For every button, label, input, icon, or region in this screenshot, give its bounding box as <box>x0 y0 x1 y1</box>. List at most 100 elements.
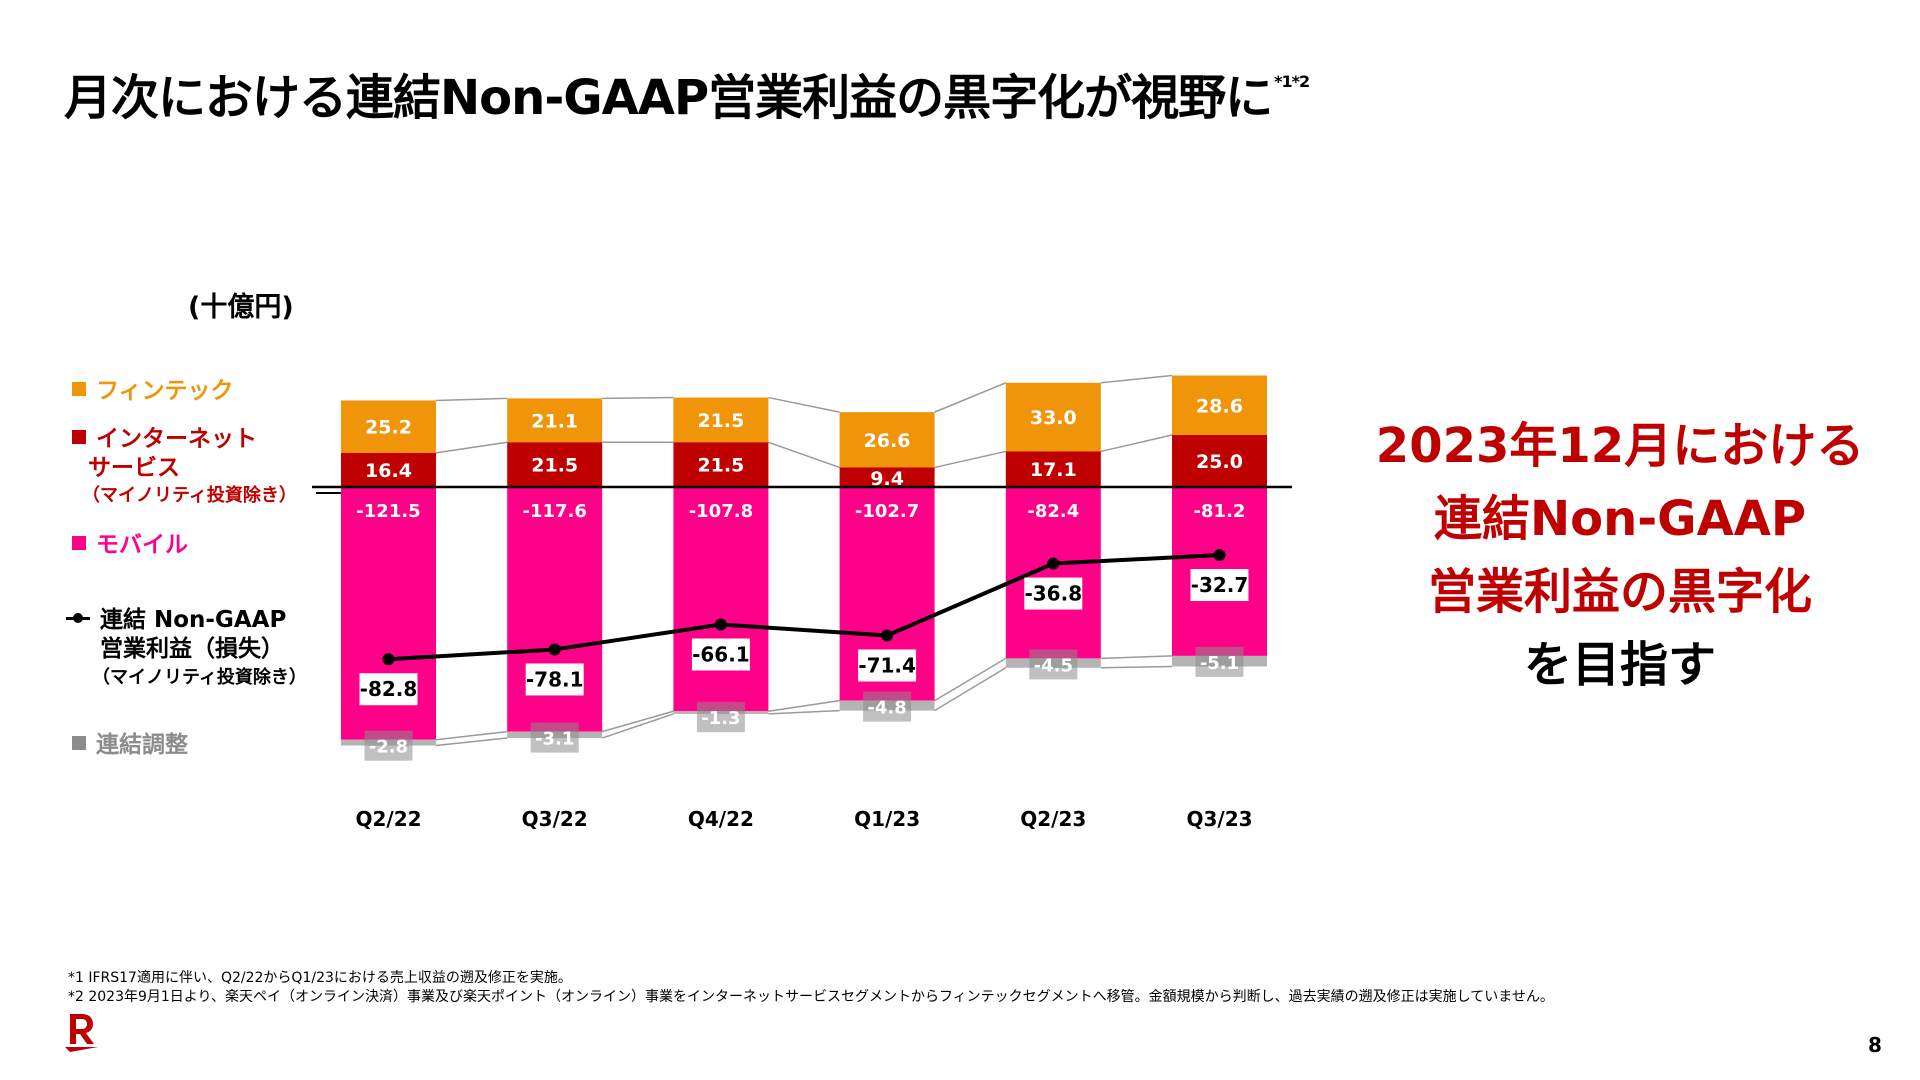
data-label-fintech: 28.6 <box>1196 395 1243 417</box>
legend-square-icon <box>72 430 86 444</box>
connector-fintech-top <box>934 382 1007 413</box>
data-label-adjustment: -3.1 <box>535 729 574 750</box>
bar-internet <box>839 467 935 487</box>
line-marker <box>1047 557 1060 570</box>
bar-internet <box>341 452 436 487</box>
data-label-internet: 25.0 <box>1196 451 1243 473</box>
footnote-1: *1 IFRS17適用に伴い、Q2/22からQ1/23における売上収益の遡及修正… <box>68 970 572 986</box>
data-label-adjustment-box <box>1195 646 1244 677</box>
legend-mobile: モバイル <box>72 531 188 560</box>
footnote-2: *2 2023年9月1日より、楽天ペイ（オンライン決済）事業及び楽天ポイント（オ… <box>68 989 1554 1005</box>
bar-internet <box>673 442 769 487</box>
line-marker <box>382 653 395 666</box>
legend-fintech: フィンテック <box>72 377 234 406</box>
legend-adjustment: 連結調整 <box>72 731 188 760</box>
connector-mobile-bottom <box>768 699 840 712</box>
legend-line-label-1: 連結 Non-GAAP <box>100 607 287 633</box>
unit-label: (十億円) <box>188 292 294 323</box>
connector-adjustment-bottom <box>435 737 508 747</box>
connector-mobile-bottom <box>934 657 1007 702</box>
line-non-gaap-operating-income <box>388 553 1220 662</box>
bar-fintech <box>1172 375 1267 435</box>
legend-square-icon <box>72 382 86 396</box>
title-footnote-marks: *1*2 <box>1274 72 1310 91</box>
data-label-adjustment: -4.5 <box>1034 655 1073 676</box>
bar-internet <box>507 442 603 487</box>
x-tick-label: Q3/23 <box>1186 807 1252 831</box>
data-label-adjustment-box <box>530 722 579 753</box>
connector-adjustment-bottom <box>934 667 1007 712</box>
connector-fintech-top <box>1100 374 1173 384</box>
legend-internet-sub: （マイノリティ投資除き） <box>82 485 297 506</box>
legend-line-label-2: 営業利益（損失） <box>100 636 284 662</box>
bar-mobile <box>1005 487 1101 659</box>
data-label-mobile: -117.6 <box>522 501 586 522</box>
connector-fintech-top <box>435 397 508 402</box>
legend-square-icon <box>72 536 86 550</box>
x-tick-label: Q3/22 <box>522 807 588 831</box>
line-marker <box>714 618 727 631</box>
data-label-mobile: -82.4 <box>1027 501 1079 522</box>
data-label-mobile: -121.5 <box>356 501 420 522</box>
callout-message: 2023年12月における 連結Non-GAAP 営業利益の黒字化 を目指す <box>1340 410 1900 702</box>
data-label-internet: 21.5 <box>697 455 744 477</box>
data-label-internet: 17.1 <box>1030 459 1077 481</box>
x-tick-label: Q2/23 <box>1020 807 1086 831</box>
bar-fintech <box>1005 382 1101 452</box>
data-label-fintech: 33.0 <box>1030 407 1077 429</box>
bar-fintech <box>341 400 436 453</box>
data-label-adjustment: -2.8 <box>369 737 408 758</box>
legend-internet-label-1: インターネット <box>96 426 257 452</box>
data-label-fintech: 25.2 <box>365 417 412 439</box>
bar-mobile <box>673 487 769 712</box>
callout-line-2: 連結Non-GAAP <box>1433 491 1807 547</box>
page-title-text: 月次における連結Non-GAAP営業利益の黒字化が視野に <box>64 70 1273 126</box>
legend-fintech-label: フィンテック <box>96 378 234 404</box>
data-label-adjustment-box <box>863 691 912 722</box>
legend-line: 連結 Non-GAAP 営業利益（損失） （マイノリティ投資除き） <box>66 606 307 692</box>
connector-adjustment-bottom <box>601 713 674 739</box>
data-label-mobile: -107.8 <box>689 501 753 522</box>
connector-adjustment-bottom <box>1100 665 1173 669</box>
data-label-line-box <box>1190 569 1249 602</box>
connector-internet-top <box>768 441 840 469</box>
line-marker <box>548 643 561 656</box>
data-label-adjustment-box <box>696 702 745 733</box>
line-marker <box>881 629 894 642</box>
data-label-line: -66.1 <box>692 642 750 666</box>
data-label-line: -32.7 <box>1191 573 1249 597</box>
line-marker-icon <box>66 613 90 623</box>
connector-fintech-top <box>768 396 840 413</box>
bar-fintech <box>507 398 603 443</box>
legend-square-icon <box>72 736 86 750</box>
connector-internet-top <box>934 450 1006 469</box>
connector-internet-top <box>435 441 508 454</box>
bar-fintech <box>673 397 769 443</box>
callout-line-3: 営業利益の黒字化 <box>1427 564 1812 620</box>
bar-internet <box>1005 451 1101 487</box>
data-label-adjustment: -1.3 <box>701 708 740 729</box>
callout-line-1: 2023年12月における <box>1375 418 1865 474</box>
x-tick-label: Q4/22 <box>688 807 754 831</box>
data-label-internet: 9.4 <box>870 468 904 490</box>
data-label-line: -36.8 <box>1024 582 1082 606</box>
connector-mobile-bottom <box>435 730 508 741</box>
data-label-line-box <box>858 649 917 682</box>
data-label-mobile: -81.2 <box>1194 501 1246 522</box>
data-label-fintech: 26.6 <box>864 430 911 452</box>
callout-line-4: を目指す <box>1523 637 1716 693</box>
page-title: 月次における連結Non-GAAP営業利益の黒字化が視野に *1*2 <box>64 58 1310 128</box>
legend-line-sub: （マイノリティ投資除き） <box>92 667 307 688</box>
data-label-fintech: 21.5 <box>697 410 744 432</box>
rakuten-logo-icon <box>65 1014 98 1052</box>
data-label-adjustment: -5.1 <box>1200 653 1239 674</box>
bar-fintech <box>839 412 935 468</box>
connector-internet-top <box>1100 434 1173 453</box>
footnotes: *1 IFRS17適用に伴い、Q2/22からQ1/23における売上収益の遡及修正… <box>68 969 1554 1007</box>
x-tick-label: Q2/22 <box>355 807 421 831</box>
data-label-mobile: -102.7 <box>855 501 919 522</box>
data-label-line-box <box>691 638 750 671</box>
data-label-line: -82.8 <box>360 677 418 701</box>
data-label-adjustment-box <box>364 730 413 761</box>
